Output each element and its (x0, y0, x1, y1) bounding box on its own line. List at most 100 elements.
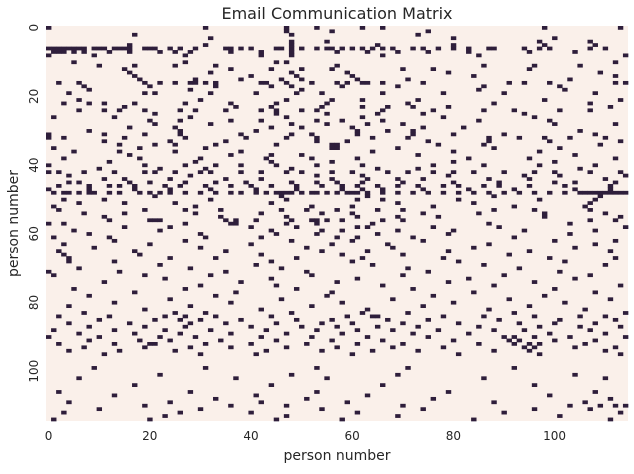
heatmap-cell (309, 218, 315, 223)
heatmap-cell (299, 324, 305, 329)
heatmap-cell (516, 321, 523, 326)
heatmap-cell (283, 197, 290, 202)
heatmap-cell (299, 108, 305, 113)
heatmap-cell (273, 108, 280, 113)
heatmap-cell (228, 345, 234, 350)
heatmap-cell (364, 50, 371, 54)
heatmap-cell (46, 221, 52, 226)
heatmap-cell (339, 252, 345, 257)
heatmap-cell (450, 228, 457, 233)
heatmap-cell (557, 146, 563, 150)
heatmap-cell (197, 352, 204, 357)
heatmap-cell (56, 50, 62, 54)
heatmap-cell (450, 149, 457, 154)
heatmap-cell (602, 177, 609, 181)
heatmap-cell (228, 190, 234, 195)
heatmap-cell (268, 105, 275, 109)
heatmap-cell (496, 225, 502, 229)
heatmap-cell (283, 214, 290, 219)
heatmap-cell (192, 108, 199, 113)
heatmap-cell (132, 101, 138, 106)
heatmap-cell (283, 331, 290, 336)
heatmap-cell (288, 39, 295, 44)
heatmap-cell (192, 46, 199, 51)
heatmap-cell (111, 170, 118, 175)
heatmap-cell (192, 77, 199, 82)
heatmap-cell (354, 197, 361, 202)
heatmap-cell (582, 342, 588, 346)
heatmap-cell (380, 218, 386, 223)
heatmap-cell (450, 132, 457, 137)
heatmap-cell (395, 177, 401, 181)
heatmap-cell (506, 252, 512, 257)
heatmap-cell (207, 91, 214, 96)
heatmap-cell (486, 46, 492, 51)
heatmap-cell (228, 403, 234, 408)
heatmap-cell (187, 115, 194, 120)
heatmap-cell (364, 393, 371, 398)
heatmap-cell (531, 170, 538, 175)
heatmap-cell (167, 225, 173, 229)
heatmap-cell (501, 410, 507, 415)
heatmap-cell (612, 218, 619, 223)
heatmap-cell (248, 46, 254, 51)
heatmap-cell (121, 211, 128, 216)
heatmap-cell (223, 177, 229, 181)
heatmap-cell (344, 70, 350, 75)
heatmap-cell (380, 197, 386, 202)
heatmap-cell (142, 108, 148, 113)
heatmap-cell (86, 293, 92, 298)
y-tick-label: 100 (27, 360, 41, 383)
heatmap-cell (582, 204, 588, 209)
heatmap-cell (491, 146, 497, 150)
heatmap-cell (121, 225, 128, 229)
heatmap-cell (283, 170, 290, 175)
heatmap-cell (466, 187, 472, 192)
heatmap-cell (445, 280, 452, 284)
heatmap-cell (405, 366, 411, 370)
heatmap-cell (521, 345, 528, 350)
heatmap-cell (440, 91, 447, 96)
heatmap-cell (506, 338, 512, 343)
heatmap-cell (288, 50, 295, 54)
heatmap-cell (547, 80, 553, 85)
heatmap-cell (137, 190, 143, 195)
heatmap-cell (602, 190, 609, 195)
heatmap-cell (263, 328, 270, 333)
heatmap-cell (273, 163, 280, 168)
heatmap-cell (359, 256, 366, 260)
heatmap-cell (268, 67, 275, 71)
heatmap-cell (111, 393, 118, 398)
heatmap-cell (218, 214, 224, 219)
heatmap-cell (430, 108, 437, 113)
heatmap-cell (61, 135, 67, 140)
heatmap-cell (400, 273, 406, 278)
heatmap-cell (420, 304, 426, 308)
heatmap-cell (248, 184, 254, 188)
heatmap-cell (364, 177, 371, 181)
heatmap-cell (329, 98, 335, 102)
heatmap-cell (126, 70, 133, 75)
heatmap-cell (400, 403, 406, 408)
heatmap-cell (309, 80, 315, 85)
heatmap-cell (354, 342, 361, 346)
heatmap-cell (476, 211, 482, 216)
heatmap-cell (617, 214, 624, 219)
heatmap-cell (339, 417, 345, 422)
heatmap-cell (390, 345, 396, 350)
heatmap-cell (359, 163, 366, 168)
heatmap-cell (86, 338, 92, 343)
heatmap-cell (192, 80, 199, 85)
heatmap-cell (299, 67, 305, 71)
heatmap-cell (481, 108, 487, 113)
heatmap-cell (471, 245, 477, 250)
heatmap-cell (349, 259, 356, 264)
heatmap-cell (293, 225, 300, 229)
heatmap-cell (228, 50, 234, 54)
heatmap-cell (132, 290, 138, 295)
heatmap-cell (592, 290, 598, 295)
heatmap-cell (425, 29, 431, 34)
heatmap-cell (541, 43, 548, 47)
heatmap-cell (116, 149, 123, 154)
heatmap-cell (612, 60, 619, 65)
